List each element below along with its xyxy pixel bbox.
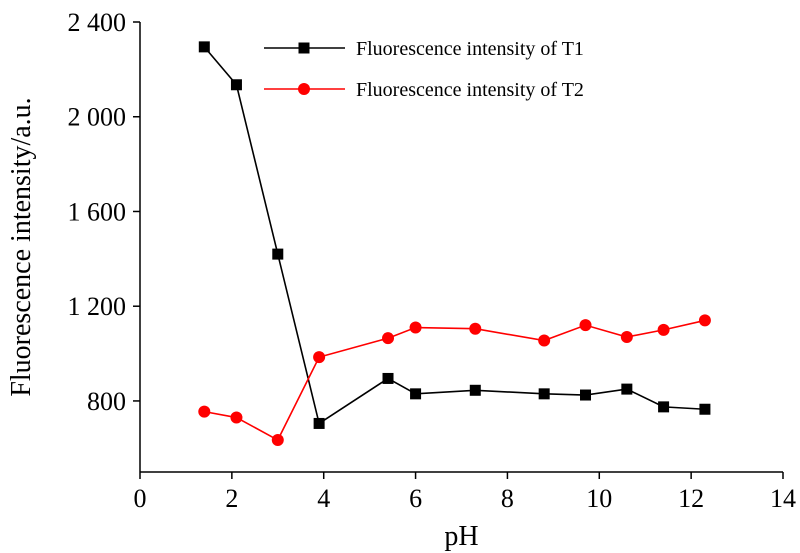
x-tick-label: 8 [501, 484, 514, 513]
data-point [620, 331, 633, 343]
series-layer [198, 41, 711, 447]
series-line [204, 319, 706, 442]
data-point [198, 41, 210, 53]
data-point [410, 388, 422, 400]
data-point [313, 417, 325, 429]
axes: 0 2 4 6 8 10 12 14 800 1 200 1 600 2 000 2 400 [68, 8, 797, 513]
x-tick-label: 12 [678, 484, 704, 513]
legend-label: Fluorescence intensity of T2 [356, 79, 584, 101]
series-line [203, 46, 705, 425]
y-tick-label: 1 600 [68, 197, 127, 226]
x-axis-title: pH [444, 521, 478, 552]
data-point [699, 403, 711, 415]
x-tick-label: 14 [770, 484, 796, 513]
series-2 [198, 314, 711, 447]
data-point [382, 372, 394, 384]
legend-item: Fluorescence intensity of T2 [264, 79, 584, 101]
legend-marker [298, 42, 310, 54]
legend: Fluorescence intensity of T1 Fluorescence… [264, 38, 584, 101]
data-point [580, 389, 592, 401]
x-tick-label: 4 [317, 484, 330, 513]
data-point [198, 405, 211, 418]
y-tick-label: 1 200 [68, 292, 127, 321]
legend-marker [298, 83, 310, 95]
data-point [271, 434, 284, 447]
data-point [621, 383, 633, 395]
y-axis-title: Fluorescence intensity/a.u. [6, 97, 37, 396]
y-tick-label: 800 [87, 387, 126, 416]
data-point [538, 334, 551, 347]
data-point [230, 411, 243, 424]
data-point [657, 323, 670, 336]
data-point [272, 248, 284, 260]
data-point [538, 388, 550, 400]
data-point [469, 322, 482, 335]
x-tick-label: 6 [409, 484, 422, 513]
x-tick-label: 2 [225, 484, 238, 513]
legend-label: Fluorescence intensity of T1 [356, 38, 584, 60]
legend-item: Fluorescence intensity of T1 [264, 38, 584, 60]
x-tick-label: 10 [586, 484, 612, 513]
data-point [230, 79, 242, 91]
data-point [658, 401, 670, 413]
data-point [382, 332, 395, 345]
y-tick-label: 2 400 [68, 8, 127, 37]
series-1 [198, 41, 711, 429]
data-point [409, 321, 422, 334]
data-point [469, 384, 481, 396]
data-point [579, 319, 592, 332]
data-point [698, 314, 711, 327]
data-point [313, 351, 326, 364]
x-tick-label: 0 [134, 484, 147, 513]
y-tick-label: 2 000 [68, 103, 127, 132]
